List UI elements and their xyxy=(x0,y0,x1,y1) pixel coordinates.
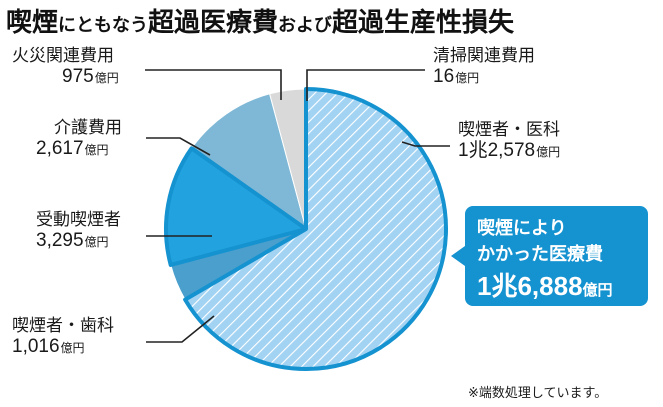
callout-line2: かかった医療費 xyxy=(477,244,603,264)
leader-cleaning xyxy=(306,69,425,101)
title-part1: 喫煙 xyxy=(6,8,59,38)
label-medical-value: 1兆2,578 xyxy=(458,139,536,161)
footnote: ※端数処理しています。 xyxy=(468,386,608,401)
callout-total: 1兆6,888億円 xyxy=(477,266,613,303)
label-dental-name: 喫煙者・歯科 xyxy=(12,316,114,335)
leader-fire xyxy=(145,69,282,100)
title-part3: 超過医療費 xyxy=(148,8,279,38)
callout-line1: 喫煙により xyxy=(477,218,567,238)
callout-unit: 億円 xyxy=(582,282,613,299)
label-dental-unit: 億円 xyxy=(60,340,85,355)
label-medical: 喫煙者・医科 1兆2,578億円 xyxy=(458,120,560,161)
callout-prefix: 1兆 xyxy=(477,271,518,301)
label-fire-value: 975 xyxy=(62,65,94,87)
leader-dental xyxy=(146,315,215,343)
label-medical-name: 喫煙者・医科 xyxy=(458,120,560,139)
label-medical-unit: 億円 xyxy=(536,144,561,159)
callout-arrow xyxy=(451,246,465,266)
label-fire-unit: 億円 xyxy=(94,70,119,85)
leader-care xyxy=(146,137,211,156)
label-dental: 喫煙者・歯科 1,016億円 xyxy=(12,316,114,357)
label-cleaning-unit: 億円 xyxy=(455,70,480,85)
label-passive-value: 3,295 xyxy=(36,229,84,251)
chart-title: 喫煙にともなう超過医療費および超過生産性損失 xyxy=(6,2,514,39)
callout-value: 6,888 xyxy=(517,271,583,301)
medical-cost-callout: 喫煙により かかった医療費 1兆6,888億円 xyxy=(451,206,648,306)
title-part5: 超過生産性損失 xyxy=(332,8,515,38)
label-care-name: 介護費用 xyxy=(54,118,122,137)
label-passive-unit: 億円 xyxy=(84,234,109,249)
label-cleaning-value: 16 xyxy=(433,65,455,87)
label-dental-value: 1,016 xyxy=(12,335,60,357)
slice-medical xyxy=(183,87,448,371)
label-cleaning: 清掃関連費用 16億円 xyxy=(433,46,535,87)
title-part2: にともなう xyxy=(58,15,149,36)
leader-medical xyxy=(401,141,450,147)
title-part4: および xyxy=(278,15,333,36)
label-passive: 受動喫煙者 3,295億円 xyxy=(36,210,121,251)
label-fire: 火災関連費用 975億円 xyxy=(12,46,119,87)
label-passive-name: 受動喫煙者 xyxy=(36,210,121,229)
label-fire-name: 火災関連費用 xyxy=(12,46,114,65)
label-care-unit: 億円 xyxy=(84,142,109,157)
label-care-value: 2,617 xyxy=(36,137,84,159)
label-care: 介護費用 2,617億円 xyxy=(36,118,122,159)
label-cleaning-name: 清掃関連費用 xyxy=(433,46,535,65)
